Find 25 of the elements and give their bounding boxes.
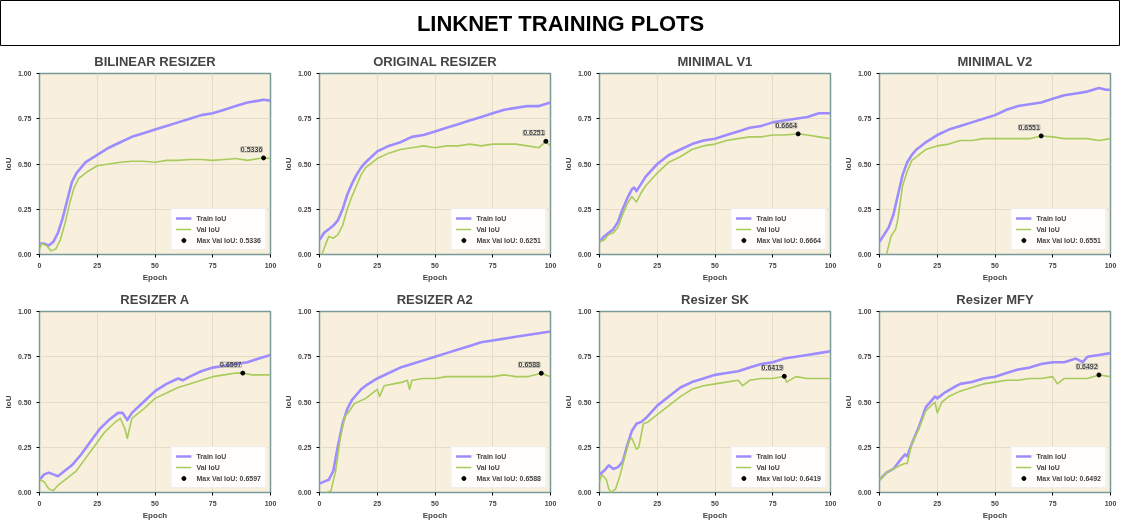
x-axis-title: Epoch: [702, 510, 728, 520]
x-axis-title: Epoch: [982, 510, 1008, 520]
y-axis-title: IoU: [283, 395, 293, 409]
x-axis-title: Epoch: [982, 272, 1008, 282]
x-axis-title: Epoch: [142, 510, 168, 520]
chart-title: BILINEAR RESIZER: [94, 53, 217, 69]
y-axis-title: IoU: [563, 157, 573, 171]
chart-title: MINIMAL V2: [957, 53, 1033, 69]
x-axis-title: Epoch: [422, 272, 448, 282]
chart-title: ORIGINAL RESIZER: [373, 53, 498, 69]
chart-title: MINIMAL V1: [677, 53, 753, 69]
text: LINKNET TRAINING PLOTS: [416, 11, 705, 36]
y-axis-title: IoU: [3, 395, 13, 409]
y-axis-title: IoU: [563, 395, 573, 409]
y-axis-title: IoU: [843, 395, 853, 409]
x-axis-title: Epoch: [702, 272, 728, 282]
chart-title: Resizer SK: [681, 291, 750, 307]
chart-title: RESIZER A: [120, 291, 190, 307]
x-axis-title: Epoch: [422, 510, 448, 520]
x-axis-title: Epoch: [142, 272, 168, 282]
chart-title: RESIZER A2: [396, 291, 473, 307]
y-axis-title: IoU: [283, 157, 293, 171]
chart-title: Resizer MFY: [956, 291, 1034, 307]
y-axis-title: IoU: [843, 157, 853, 171]
y-axis-title: IoU: [3, 157, 13, 171]
